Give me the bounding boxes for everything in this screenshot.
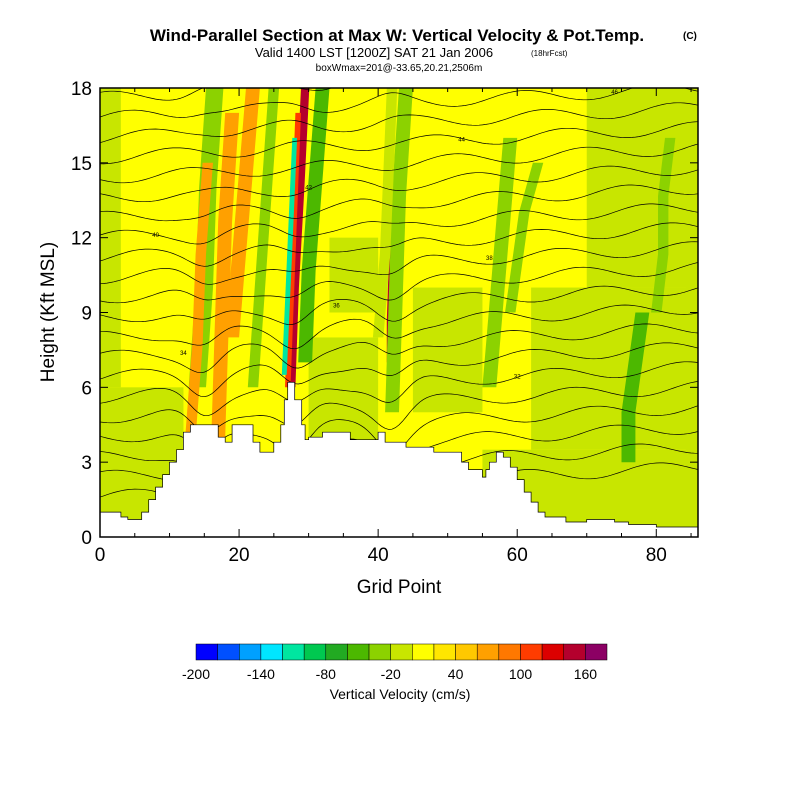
plot-area: 303234363840424446: [100, 88, 698, 537]
colorbar-swatch: [433, 643, 456, 661]
x-tick-label: 60: [507, 545, 528, 566]
colorbar-swatch: [390, 643, 413, 661]
theta-contour: [100, 285, 698, 325]
colorbar-swatch: [303, 643, 327, 661]
x-axis-label: Grid Point: [357, 577, 442, 598]
colorbar-tick-label: -20: [381, 666, 401, 682]
colorbar-swatch: [476, 643, 500, 661]
chart-subtitle-note: (18hrFcst): [531, 49, 568, 58]
contour-label: 40: [152, 233, 159, 239]
chart-subtitle-2: boxWmax=201@-33.65,20.21,2506m: [316, 63, 483, 74]
y-axis-label: Height (Kft MSL): [38, 242, 59, 382]
theta-contour: [100, 203, 698, 245]
chart-title-mark: (C): [683, 31, 697, 42]
y-tick-label: 0: [81, 528, 92, 549]
theta-contour: [100, 361, 698, 417]
contour-label: 46: [611, 90, 618, 96]
x-tick-label: 0: [95, 545, 106, 566]
colorbar-tick-label: 40: [448, 666, 464, 682]
y-tick-label: 18: [71, 79, 92, 100]
colorbar-swatch: [520, 643, 543, 661]
chart-title: Wind-Parallel Section at Max W: Vertical…: [150, 26, 644, 45]
y-tick-label: 12: [71, 229, 92, 250]
colorbar-swatch: [347, 643, 370, 661]
colorbar: -200 -140 -80 -20 40 100 160: [182, 643, 608, 682]
theta-contour: [100, 241, 698, 285]
colorbar-swatch: [368, 643, 391, 661]
theta-contour: [100, 88, 333, 101]
chart-subtitle: Valid 1400 LST [1200Z] SAT 21 Jan 2006: [255, 45, 493, 60]
colorbar-swatch: [325, 643, 348, 661]
colorbar-swatch: [282, 643, 305, 661]
y-tick-label: 6: [81, 378, 92, 399]
velocity-band: [225, 88, 260, 338]
colorbar-swatch: [412, 643, 435, 661]
velocity-band: [621, 312, 650, 463]
contour-label: 44: [458, 138, 465, 144]
theta-contour: [100, 222, 698, 267]
colorbar-swatch: [541, 643, 564, 661]
velocity-band: [651, 137, 676, 313]
velocity-band: [482, 137, 518, 388]
theta-contour: [100, 121, 698, 165]
velocity-band: [298, 88, 330, 363]
velocity-band: [281, 137, 298, 375]
y-tick-label: 9: [81, 304, 92, 325]
colorbar-label: Vertical Velocity (cm/s): [330, 686, 471, 702]
theta-contour: [100, 88, 698, 118]
x-tick-label: 80: [646, 545, 667, 566]
y-tick-label: 15: [71, 154, 92, 175]
velocity-band: [247, 88, 280, 388]
colorbar-swatch: [563, 643, 586, 661]
contour-label: 34: [180, 351, 187, 357]
colorbar-swatch: [239, 643, 262, 661]
theta-contour: [100, 342, 698, 398]
velocity-band: [385, 88, 413, 413]
theta-contour: [100, 143, 698, 184]
x-tick-label: 40: [368, 545, 389, 566]
contour-label: 32: [514, 374, 521, 380]
x-axis: 0 20 40 60 80: [95, 88, 692, 566]
colorbar-tick-label: -200: [182, 666, 210, 682]
colorbar-swatch: [498, 643, 521, 661]
velocity-cell: [412, 287, 483, 413]
velocity-cell: [586, 88, 698, 288]
velocity-cell: [329, 237, 379, 313]
colorbar-tick-label: 160: [574, 666, 598, 682]
velocity-band: [211, 112, 240, 438]
colorbar-tick-label: -80: [316, 666, 336, 682]
theta-contour: [100, 304, 698, 350]
contour-label: 36: [333, 304, 340, 310]
theta-contour: [100, 323, 698, 374]
colorbar-swatch: [455, 643, 478, 661]
y-tick-label: 3: [81, 453, 92, 474]
contour-label: 38: [486, 256, 493, 262]
colorbar-tick-label: -140: [247, 666, 275, 682]
contour-label: 42: [305, 185, 312, 191]
colorbar-swatch: [217, 643, 240, 661]
theta-contour: [100, 102, 698, 143]
colorbar-swatch: [585, 643, 608, 661]
theta-contour: [100, 165, 698, 203]
colorbar-swatch: [195, 643, 218, 661]
theta-contour: [100, 262, 698, 304]
colorbar-swatch: [260, 643, 283, 661]
velocity-band: [505, 162, 544, 313]
x-tick-label: 20: [228, 545, 249, 566]
theta-contour: [100, 184, 698, 222]
terrain-mask: [100, 381, 698, 537]
velocity-band: [185, 162, 213, 438]
colorbar-tick-label: 100: [509, 666, 533, 682]
velocity-band: [372, 88, 398, 338]
